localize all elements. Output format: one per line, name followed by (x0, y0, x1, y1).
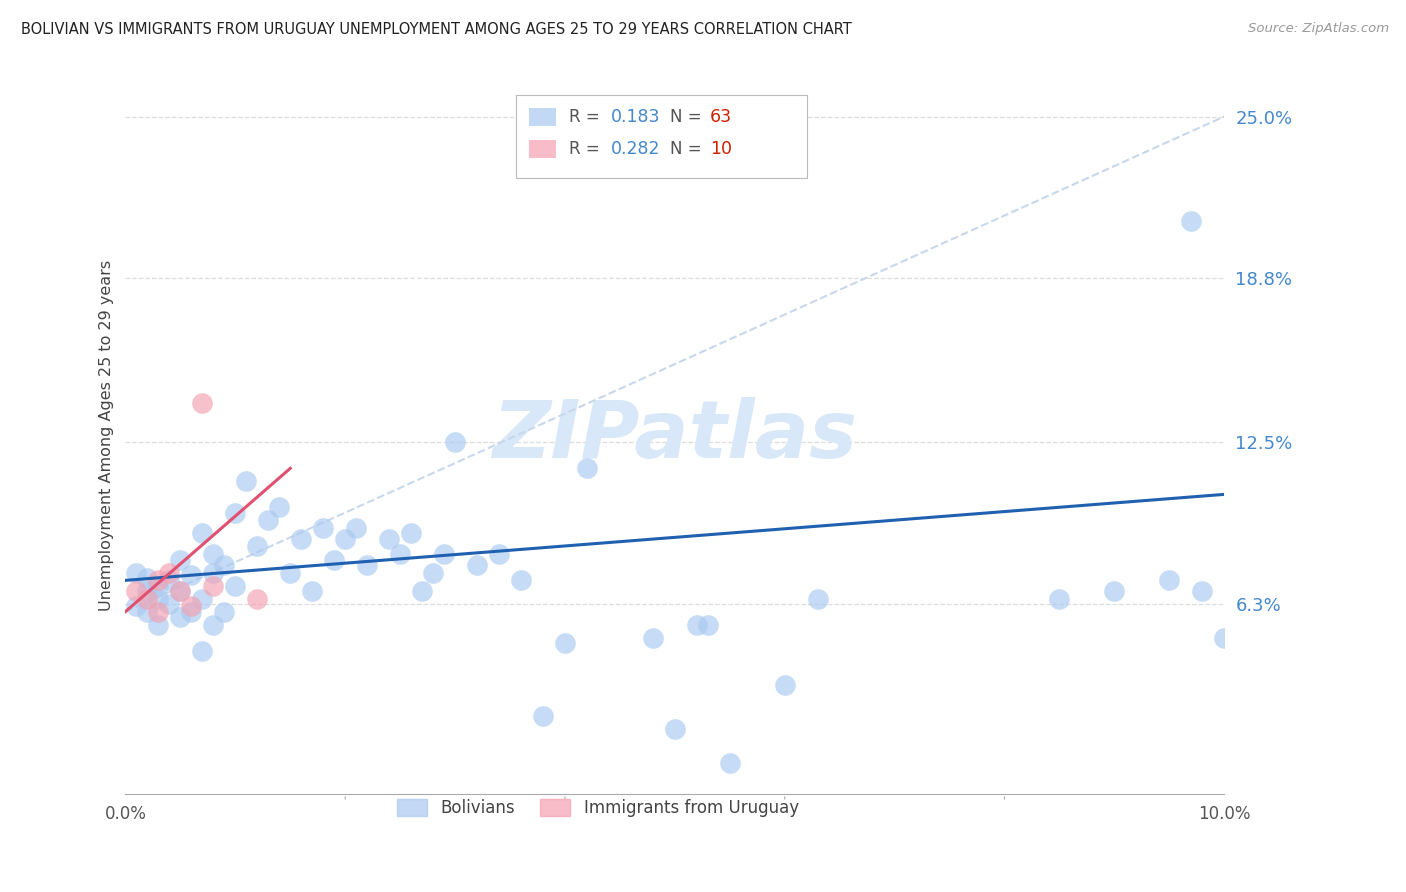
Point (1159, 574, 1181, 588)
Text: 63: 63 (710, 108, 733, 126)
Point (554, 636, 576, 650)
Point (575, 461, 598, 475)
Point (148, 605, 170, 619)
Point (202, 547, 225, 561)
Point (169, 552, 191, 566)
Point (531, 709, 554, 723)
Point (422, 566, 444, 580)
Point (125, 566, 148, 580)
Point (148, 574, 170, 588)
Point (246, 540, 269, 554)
Point (136, 591, 159, 606)
Point (157, 597, 180, 611)
Point (1180, 213, 1202, 227)
Point (1104, 583, 1126, 598)
Text: R =: R = (569, 108, 606, 126)
Point (148, 591, 170, 606)
Point (148, 578, 170, 592)
Point (718, 756, 741, 770)
Point (224, 578, 246, 592)
Point (148, 617, 170, 632)
Point (191, 396, 214, 410)
Text: BOLIVIAN VS IMMIGRANTS FROM URUGUAY UNEMPLOYMENT AMONG AGES 25 TO 29 YEARS CORRE: BOLIVIAN VS IMMIGRANTS FROM URUGUAY UNEM… (21, 22, 852, 37)
Point (323, 552, 346, 566)
Point (301, 583, 323, 598)
Point (191, 644, 214, 658)
Text: Source: ZipAtlas.com: Source: ZipAtlas.com (1249, 22, 1389, 36)
Text: R =: R = (569, 140, 606, 158)
Point (202, 566, 225, 580)
Point (169, 583, 191, 598)
Text: 10: 10 (710, 140, 733, 158)
Point (224, 506, 246, 520)
Text: N =: N = (671, 108, 707, 126)
Point (202, 617, 225, 632)
Point (157, 574, 180, 588)
FancyBboxPatch shape (529, 140, 557, 158)
FancyBboxPatch shape (529, 108, 557, 126)
Point (290, 532, 312, 546)
Point (278, 566, 301, 580)
Point (389, 547, 412, 561)
Text: N =: N = (671, 140, 707, 158)
Point (773, 677, 796, 691)
Point (136, 571, 159, 585)
Point (696, 617, 718, 632)
Text: 0.282: 0.282 (612, 140, 661, 158)
Point (488, 547, 510, 561)
Point (411, 583, 433, 598)
Point (1191, 583, 1213, 598)
Point (136, 605, 159, 619)
Point (1047, 591, 1070, 606)
Point (169, 610, 191, 624)
Point (157, 566, 180, 580)
Point (335, 532, 357, 546)
Point (257, 513, 280, 527)
Point (214, 605, 236, 619)
Text: 0.183: 0.183 (612, 108, 661, 126)
Point (214, 558, 236, 572)
Point (356, 558, 378, 572)
Point (510, 574, 533, 588)
Point (664, 722, 686, 736)
Point (344, 521, 367, 535)
Point (641, 631, 664, 645)
Point (180, 599, 202, 614)
Point (246, 591, 269, 606)
Text: ZIPatlas: ZIPatlas (492, 397, 858, 475)
Point (399, 526, 422, 541)
Point (180, 605, 202, 619)
Point (378, 532, 401, 546)
Y-axis label: Unemployment Among Ages 25 to 29 years: Unemployment Among Ages 25 to 29 years (100, 260, 114, 611)
Point (433, 547, 456, 561)
Point (125, 583, 148, 598)
Point (444, 435, 467, 450)
Point (807, 591, 830, 606)
Point (686, 617, 709, 632)
Point (465, 558, 488, 572)
Point (1213, 631, 1236, 645)
Point (202, 578, 225, 592)
Point (235, 475, 257, 489)
Point (125, 599, 148, 614)
Point (169, 583, 191, 598)
Point (191, 526, 214, 541)
FancyBboxPatch shape (516, 95, 807, 178)
Point (312, 521, 335, 535)
Point (136, 583, 159, 598)
Point (180, 568, 202, 582)
Point (191, 591, 214, 606)
Legend: Bolivians, Immigrants from Uruguay: Bolivians, Immigrants from Uruguay (389, 790, 807, 825)
Point (269, 500, 291, 515)
